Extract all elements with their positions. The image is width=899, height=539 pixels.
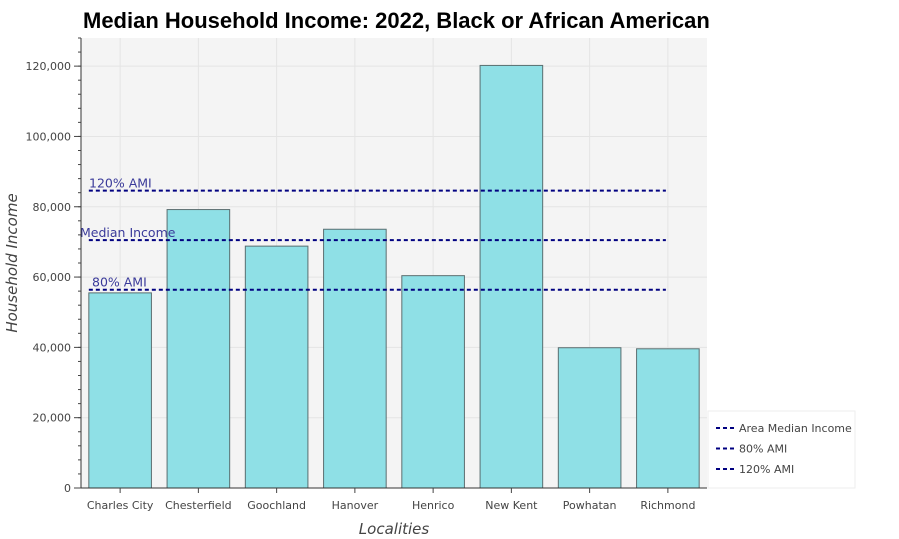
chart-title: Median Household Income: 2022, Black or …: [83, 8, 710, 33]
y-tick-label: 20,000: [33, 412, 72, 425]
bar-charles-city: [88, 292, 152, 489]
bars: [88, 64, 700, 489]
axes: 0 20,000 40,000 60,000 80,000 100,000 120,000 C…: [26, 37, 707, 512]
bar-goochland: [244, 245, 309, 489]
x-axis-label: Localities: [359, 520, 430, 538]
x-tick-label: Charles City: [87, 499, 154, 512]
legend: Area Median Income 80% AMI 120% AMI: [707, 410, 856, 489]
bar-chesterfield: [166, 209, 231, 489]
bar-hanover: [323, 228, 387, 489]
y-tick-label: 120,000: [26, 60, 72, 73]
y-tick-label: 80,000: [33, 201, 72, 214]
x-tick-label: Chesterfield: [165, 499, 232, 512]
bar-powhatan: [557, 347, 622, 489]
x-tick-label: New Kent: [485, 499, 538, 512]
reference-lines: Median Income 80% AMI 120% AMI: [80, 176, 666, 291]
x-tick-label: Goochland: [247, 499, 306, 512]
y-tick-label: 0: [64, 482, 71, 495]
ref-label-120pct-ami: 120% AMI: [89, 176, 152, 191]
legend-entry: 120% AMI: [739, 463, 794, 476]
bar-richmond: [636, 348, 700, 489]
legend-entry: Area Median Income: [739, 422, 852, 435]
x-tick-label: Henrico: [412, 499, 455, 512]
y-axis-label: Household Income: [3, 193, 21, 332]
bar-new-kent: [479, 64, 544, 489]
y-tick-label: 100,000: [26, 130, 72, 143]
x-tick-label: Powhatan: [563, 499, 617, 512]
x-tick-label: Hanover: [332, 499, 379, 512]
y-tick-label: 60,000: [33, 271, 72, 284]
x-tick-label: Richmond: [640, 499, 695, 512]
legend-entry: 80% AMI: [739, 443, 787, 456]
y-tick-label: 40,000: [33, 341, 72, 354]
ref-label-area-median-income: Median Income: [80, 225, 176, 240]
bar-henrico: [401, 275, 465, 489]
ref-label-80pct-ami: 80% AMI: [92, 275, 147, 290]
